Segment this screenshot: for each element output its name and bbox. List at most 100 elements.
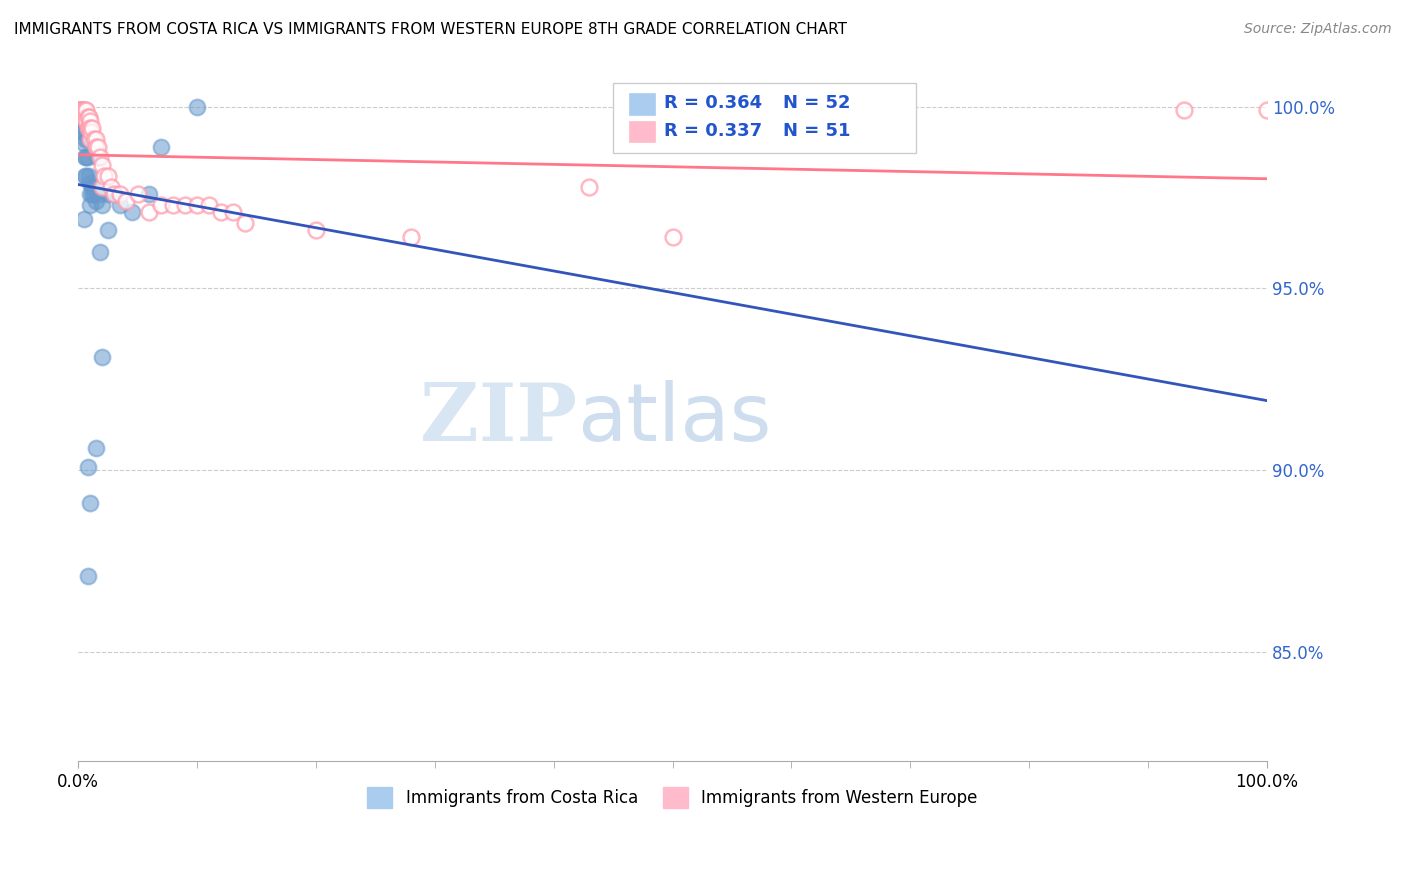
Point	[305, 223, 328, 237]
Point	[72, 103, 94, 118]
Point	[67, 103, 90, 118]
Point	[73, 212, 96, 227]
Point	[69, 103, 91, 118]
Point	[73, 125, 96, 139]
Point	[75, 169, 97, 183]
Point	[79, 186, 101, 201]
Point	[82, 179, 104, 194]
Point	[84, 132, 107, 146]
Point	[79, 132, 101, 146]
Point	[75, 121, 97, 136]
Point	[114, 194, 136, 208]
Point	[72, 111, 94, 125]
Point	[75, 111, 97, 125]
Text: atlas: atlas	[578, 380, 772, 458]
Point	[79, 496, 101, 510]
Point	[83, 186, 105, 201]
FancyBboxPatch shape	[613, 83, 917, 153]
Point	[89, 151, 111, 165]
Point	[69, 107, 91, 121]
Point	[174, 197, 197, 211]
Point	[399, 230, 422, 244]
Point	[75, 169, 97, 183]
Point	[73, 111, 96, 125]
Point	[72, 125, 94, 139]
Point	[82, 121, 104, 136]
Point	[73, 107, 96, 121]
Point	[89, 244, 111, 259]
Point	[578, 179, 600, 194]
Text: R = 0.364: R = 0.364	[664, 94, 762, 112]
Bar	[628, 120, 655, 143]
Point	[90, 179, 112, 194]
Point	[79, 197, 101, 211]
Point	[67, 103, 90, 118]
Point	[70, 103, 93, 118]
Point	[84, 139, 107, 153]
Point	[75, 132, 97, 146]
Point	[97, 223, 120, 237]
Point	[69, 111, 91, 125]
Point	[661, 230, 683, 244]
Point	[79, 114, 101, 128]
Point	[75, 103, 97, 118]
Point	[76, 132, 98, 146]
Point	[83, 132, 105, 146]
Text: N = 52: N = 52	[783, 94, 851, 112]
Point	[127, 186, 149, 201]
Point	[69, 103, 91, 118]
Point	[82, 186, 104, 201]
Point	[72, 107, 94, 121]
Point	[75, 114, 97, 128]
Point	[233, 216, 256, 230]
Point	[150, 139, 173, 153]
Point	[103, 186, 125, 201]
Point	[97, 186, 120, 201]
Point	[84, 194, 107, 208]
Point	[75, 111, 97, 125]
Point	[108, 186, 131, 201]
Point	[73, 107, 96, 121]
Point	[77, 169, 100, 183]
Point	[108, 197, 131, 211]
Point	[72, 107, 94, 121]
Point	[75, 151, 97, 165]
Point	[69, 107, 91, 121]
Point	[221, 205, 243, 219]
Point	[87, 151, 110, 165]
Text: N = 51: N = 51	[783, 122, 851, 140]
Point	[67, 107, 90, 121]
Point	[70, 107, 93, 121]
Text: ZIP: ZIP	[420, 380, 578, 458]
Point	[89, 186, 111, 201]
Point	[209, 205, 232, 219]
Point	[186, 197, 208, 211]
Point	[90, 197, 112, 211]
Point	[103, 186, 125, 201]
Point	[100, 179, 122, 194]
Point	[87, 139, 110, 153]
Point	[76, 459, 98, 474]
Bar	[628, 93, 655, 115]
Point	[90, 158, 112, 172]
Point	[138, 186, 160, 201]
Point	[70, 103, 93, 118]
Point	[70, 107, 93, 121]
Point	[186, 99, 208, 113]
Point	[76, 111, 98, 125]
Point	[75, 103, 97, 118]
Point	[97, 169, 120, 183]
Text: Source: ZipAtlas.com: Source: ZipAtlas.com	[1244, 22, 1392, 37]
Point	[79, 121, 101, 136]
Text: IMMIGRANTS FROM COSTA RICA VS IMMIGRANTS FROM WESTERN EUROPE 8TH GRADE CORRELATI: IMMIGRANTS FROM COSTA RICA VS IMMIGRANTS…	[14, 22, 846, 37]
Point	[76, 121, 98, 136]
Point	[1173, 103, 1195, 118]
Point	[198, 197, 221, 211]
Point	[150, 197, 173, 211]
Text: R = 0.337: R = 0.337	[664, 122, 762, 140]
Point	[72, 103, 94, 118]
Point	[79, 176, 101, 190]
Point	[90, 351, 112, 365]
Point	[80, 125, 103, 139]
Legend: Immigrants from Costa Rica, Immigrants from Western Europe: Immigrants from Costa Rica, Immigrants f…	[361, 780, 984, 814]
